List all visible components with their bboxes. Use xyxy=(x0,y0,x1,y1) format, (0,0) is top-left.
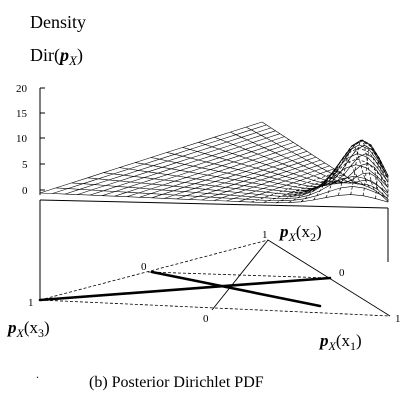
surface-gridline xyxy=(226,165,330,202)
surface-contour xyxy=(296,140,389,192)
surface-gridline xyxy=(213,162,326,201)
surface-gridline xyxy=(238,168,335,202)
x3-one-tick: 1 xyxy=(28,297,34,309)
surface-gridline xyxy=(275,177,348,204)
surface-gridline xyxy=(288,179,353,203)
simplex-triangle xyxy=(38,239,391,317)
surface-gridline xyxy=(77,130,276,195)
z-tick-label: 20 xyxy=(16,83,28,95)
surface-gridline xyxy=(114,139,290,197)
surface-gridline xyxy=(201,159,321,201)
surface-contour xyxy=(289,147,389,194)
dirichlet-label: Dir(pX) xyxy=(30,45,83,68)
surface-contour xyxy=(283,158,389,196)
bottom-zero-tick: 0 xyxy=(203,313,209,325)
surface-gridline xyxy=(64,127,272,195)
z-tick-label: 5 xyxy=(22,159,28,171)
surface-contour xyxy=(302,139,389,189)
surface-gridline xyxy=(151,148,303,199)
base-box xyxy=(39,199,389,300)
z-axis: 20 15 10 5 0 xyxy=(16,83,45,197)
left-zero-tick: 0 xyxy=(141,261,147,273)
density-title: Density xyxy=(30,12,86,32)
surface-gridline xyxy=(126,142,294,197)
surface-gridline xyxy=(337,145,371,196)
density-surface xyxy=(39,121,389,204)
z-tick-label: 10 xyxy=(16,133,28,145)
surface-contour xyxy=(308,144,389,188)
right-zero-tick: 0 xyxy=(339,267,345,279)
surface-gridline xyxy=(103,153,389,195)
stray-dot: . xyxy=(36,367,39,381)
surface-gridline xyxy=(139,145,299,198)
surface-gridline xyxy=(102,136,285,196)
surface-gridline xyxy=(251,171,339,203)
surface-gridline xyxy=(164,151,308,199)
x1-one-tick: 1 xyxy=(395,313,401,325)
surface-gridline xyxy=(39,121,263,194)
surface-gridline xyxy=(176,153,312,200)
surface-gridline xyxy=(300,180,357,203)
vertex-label-x1: pX(x1) xyxy=(318,331,362,353)
vertex-label-x2: pX(x2) xyxy=(278,222,322,244)
surface-gridline xyxy=(89,133,281,196)
figure-caption: (b) Posterior Dirichlet PDF xyxy=(89,374,264,391)
z-tick-label: 15 xyxy=(16,108,28,120)
x2-one-tick: 1 xyxy=(262,229,268,241)
vertex-label-x3: pX(x3) xyxy=(6,318,50,340)
surface-gridline xyxy=(325,157,366,198)
surface-gridline xyxy=(261,121,389,202)
surface-gridline xyxy=(52,124,267,194)
surface-gridline xyxy=(189,156,317,200)
z-tick-label: 0 xyxy=(22,185,28,197)
